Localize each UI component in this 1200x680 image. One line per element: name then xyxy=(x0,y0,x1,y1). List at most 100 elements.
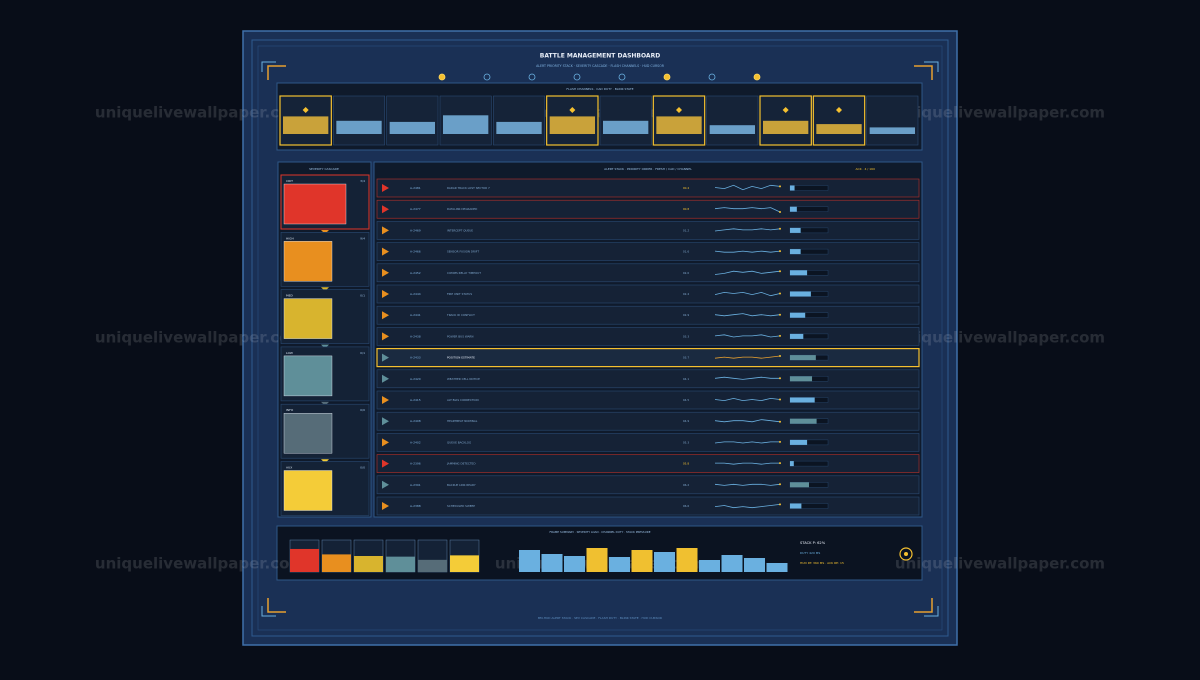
load-bar xyxy=(790,376,813,382)
alert-name: BACKUP LINK READY xyxy=(447,483,476,487)
alert-id: A-2438 xyxy=(410,334,421,338)
alert-row[interactable] xyxy=(376,242,920,261)
alert-row[interactable] xyxy=(376,411,920,431)
channel-tile[interactable] xyxy=(493,95,545,146)
alert-row[interactable] xyxy=(376,454,920,473)
alert-row[interactable] xyxy=(376,390,920,410)
sparkline xyxy=(714,441,780,444)
alert-row[interactable] xyxy=(376,327,920,346)
footer: BM-HUD ALERT STACK · SEV CASCADE · FLASH… xyxy=(538,616,662,620)
alert-row[interactable] xyxy=(376,263,920,283)
alert-value: 06.2 xyxy=(683,483,689,487)
severity-label: AUX xyxy=(286,466,292,470)
alert-name: POSITION ESTIMATE xyxy=(447,356,475,360)
blink-diamond xyxy=(676,107,682,113)
sparkline-end xyxy=(779,185,781,188)
alert-value: 05.8 xyxy=(683,462,689,466)
summary-stat: STACK P: 62% xyxy=(800,541,826,545)
hud-cursor[interactable] xyxy=(899,547,913,561)
alert-name: COMMS RELAY TIMEOUT xyxy=(447,271,481,275)
priority-marker xyxy=(382,205,389,214)
status-indicator xyxy=(708,73,716,81)
alert-row[interactable] xyxy=(376,348,920,368)
channel-tile[interactable] xyxy=(386,95,439,146)
priority-marker xyxy=(382,480,389,489)
hud-cursor-dot xyxy=(904,552,908,556)
channel-level xyxy=(763,120,809,134)
channel-tile[interactable] xyxy=(599,95,652,146)
channel-tile[interactable] xyxy=(333,95,385,146)
sparkline-end xyxy=(779,377,781,380)
sparkline xyxy=(714,184,781,191)
severity-count: 0/1 xyxy=(360,351,365,355)
channel-tile[interactable] xyxy=(759,95,812,146)
sparkline-end xyxy=(779,250,781,253)
severity-load-bar xyxy=(450,555,479,572)
alert-value: 00.4 xyxy=(683,186,689,190)
sparkline xyxy=(714,334,781,338)
sparkline xyxy=(714,291,781,297)
load-bar xyxy=(790,227,801,233)
load-bar xyxy=(790,355,816,361)
load-bar xyxy=(790,439,808,445)
sparkline xyxy=(714,207,781,213)
severity-load-bar xyxy=(290,548,319,572)
severity-label: HIGH xyxy=(286,236,294,240)
alert-id: A-2469 xyxy=(410,228,421,232)
severity-count: 9/4 xyxy=(360,236,365,240)
status-indicator xyxy=(753,73,761,81)
channel-level xyxy=(549,116,595,134)
alert-row[interactable] xyxy=(376,305,920,325)
channel-tile[interactable] xyxy=(706,95,759,146)
alert-row[interactable] xyxy=(376,433,920,452)
severity-load-bar xyxy=(354,556,383,572)
channel-level xyxy=(656,116,702,134)
alert-id: A-2415 xyxy=(410,398,421,402)
title: BATTLE MANAGEMENT DASHBOARD xyxy=(540,53,660,60)
alert-name: FIRE UNIT STATUS xyxy=(447,292,472,296)
watermark: uniquelivewallpaper.com xyxy=(95,104,305,122)
duty-bar xyxy=(699,560,720,572)
alert-row[interactable] xyxy=(376,369,920,389)
alert-id: A-2452 xyxy=(410,271,421,275)
sparkline-end xyxy=(779,313,781,316)
alert-row[interactable] xyxy=(376,199,920,219)
channel-level xyxy=(496,121,542,134)
corner-brackets xyxy=(267,65,933,613)
load-bar xyxy=(790,270,808,276)
alert-value: 04.1 xyxy=(683,377,689,381)
sparkline xyxy=(714,270,781,275)
channel-tile[interactable] xyxy=(866,95,919,146)
alert-name: TRACK ID CONFLICT xyxy=(446,313,475,317)
alert-value: 02.9 xyxy=(683,313,689,317)
alert-row[interactable] xyxy=(376,475,920,495)
watermark: uniquelivewallpaper.com xyxy=(895,555,1105,573)
alert-value: 01.6 xyxy=(683,250,689,254)
severity-count: 0/1 xyxy=(360,294,365,298)
duty-bar xyxy=(541,554,563,572)
blink-diamond xyxy=(569,107,576,113)
alert-row[interactable] xyxy=(376,284,920,304)
sparkline xyxy=(714,250,781,253)
alert-row[interactable] xyxy=(376,221,920,240)
alert-row[interactable] xyxy=(376,496,920,516)
priority-marker xyxy=(382,502,389,510)
alert-value: 03.7 xyxy=(683,356,689,360)
priority-marker xyxy=(382,184,389,192)
alert-name: DATALINK DEGRADED xyxy=(447,207,477,211)
status-indicator xyxy=(528,73,536,81)
severity-label: MED xyxy=(286,294,293,298)
duty-bar xyxy=(519,550,540,572)
channel-level xyxy=(336,120,382,134)
blink-diamond xyxy=(302,107,309,113)
channel-tile[interactable] xyxy=(812,95,866,146)
alerts-ack: ACK · 4 / 160 xyxy=(856,167,876,171)
flash-title: FLASH CHANNELS · CAD DUTY · BLINK STATE xyxy=(566,87,633,91)
severity-swatch xyxy=(283,470,333,511)
priority-marker xyxy=(382,438,389,447)
alert-row[interactable] xyxy=(376,178,920,198)
cascade-arrow xyxy=(321,401,329,406)
alert-id: A-2420 xyxy=(410,377,421,381)
